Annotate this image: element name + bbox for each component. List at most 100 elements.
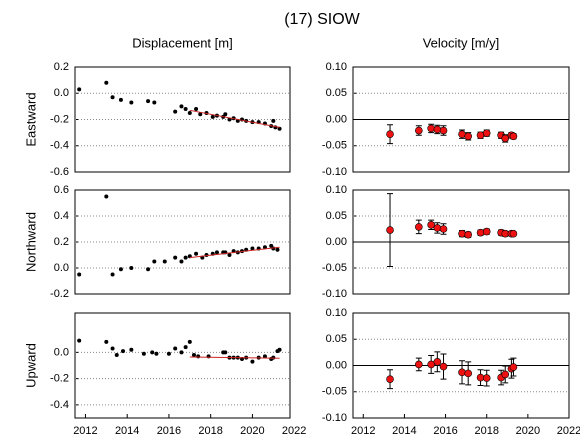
row-label: Upward	[23, 343, 38, 388]
y-tick-label: -0.05	[322, 386, 347, 398]
x-tick-label: 2018	[474, 425, 498, 437]
velocity-point	[482, 374, 491, 382]
velocity-point	[439, 225, 448, 233]
velocity-point	[427, 124, 435, 133]
y-tick-label: 0.05	[326, 87, 347, 99]
y-tick-label: 0.0	[54, 346, 69, 358]
y-tick-label: 0.00	[326, 236, 347, 248]
data-point	[146, 267, 151, 272]
row-label: Eastward	[23, 92, 38, 146]
data-point	[194, 251, 199, 256]
velocity-point	[439, 362, 448, 371]
data-point	[275, 247, 280, 252]
data-point	[262, 245, 267, 250]
x-tick-label: 2020	[516, 425, 540, 437]
y-tick-label: 0.0	[54, 262, 69, 274]
velocity-point	[386, 226, 394, 234]
y-tick-label: 0.10	[326, 184, 347, 196]
data-point	[250, 246, 255, 251]
y-tick-label: 0.00	[326, 113, 347, 125]
data-point	[118, 267, 123, 272]
data-point	[277, 347, 282, 352]
data-point	[173, 109, 178, 114]
y-tick-label: 0.10	[326, 61, 347, 73]
x-tick-label: 2022	[282, 425, 306, 437]
data-point	[183, 107, 188, 111]
data-point	[162, 259, 167, 264]
plot-frame	[74, 189, 291, 295]
data-point	[150, 350, 155, 355]
y-tick-label: -0.6	[50, 166, 69, 178]
data-point	[104, 339, 109, 344]
x-tick-label: 2020	[240, 425, 264, 437]
data-point	[110, 272, 115, 277]
y-tick-label: -0.10	[322, 412, 347, 424]
data-point	[110, 346, 115, 351]
data-point	[183, 345, 188, 350]
velocity-point	[415, 126, 423, 135]
velocity-point	[386, 130, 394, 138]
y-tick-label: 0.00	[326, 359, 347, 371]
x-tick-label: 2012	[351, 425, 375, 437]
data-point	[183, 255, 188, 260]
trend-line	[189, 109, 280, 128]
data-point	[179, 259, 184, 264]
y-tick-label: -0.2	[50, 288, 69, 300]
data-point	[104, 80, 109, 85]
velocity-point	[464, 230, 473, 239]
data-point	[104, 194, 109, 199]
y-tick-label: 0.2	[54, 236, 69, 248]
data-point	[129, 347, 134, 352]
y-tick-label: 0.10	[326, 307, 347, 319]
y-tick-label: 0.6	[54, 184, 69, 196]
data-point	[227, 253, 232, 257]
data-point	[77, 272, 82, 277]
y-tick-label: -0.2	[50, 113, 69, 125]
y-tick-label: 0.2	[54, 61, 69, 73]
column-title: Displacement [m]	[132, 35, 232, 50]
velocity-point	[476, 228, 485, 237]
plot-frame	[74, 312, 291, 419]
chart-title: (17) SIOW	[284, 11, 360, 28]
velocity-point	[501, 370, 510, 379]
data-point	[129, 100, 134, 105]
velocity-point	[464, 369, 473, 378]
data-point	[129, 266, 134, 270]
y-tick-label: 0.4	[54, 210, 69, 222]
y-tick-label: -0.4	[50, 399, 69, 411]
trend-line	[189, 356, 280, 359]
data-point	[152, 259, 157, 264]
data-point	[198, 112, 203, 117]
velocity-point	[458, 229, 466, 238]
data-point	[114, 353, 119, 357]
data-point	[210, 114, 215, 119]
data-point	[179, 104, 184, 109]
data-point	[191, 353, 196, 357]
data-point	[196, 354, 201, 359]
y-tick-label: -0.05	[322, 262, 347, 274]
data-point	[271, 355, 276, 360]
velocity-point	[501, 134, 510, 143]
data-point	[141, 351, 146, 356]
data-point	[118, 97, 123, 102]
data-point	[194, 107, 199, 111]
velocity-point	[509, 132, 518, 141]
data-point	[166, 351, 171, 356]
velocity-point	[482, 227, 491, 236]
data-point	[214, 250, 219, 255]
data-point	[110, 95, 115, 100]
velocity-point	[433, 224, 442, 232]
x-tick-label: 2014	[115, 425, 139, 437]
data-point	[77, 87, 82, 92]
velocity-point	[427, 221, 435, 229]
velocity-point	[433, 358, 442, 366]
y-tick-label: 0.0	[54, 87, 69, 99]
y-tick-label: -0.4	[50, 140, 69, 152]
data-point	[173, 255, 178, 260]
data-point	[179, 350, 184, 355]
velocity-point	[482, 129, 491, 137]
velocity-point	[415, 223, 423, 231]
data-point	[77, 338, 82, 343]
data-point	[187, 110, 192, 115]
